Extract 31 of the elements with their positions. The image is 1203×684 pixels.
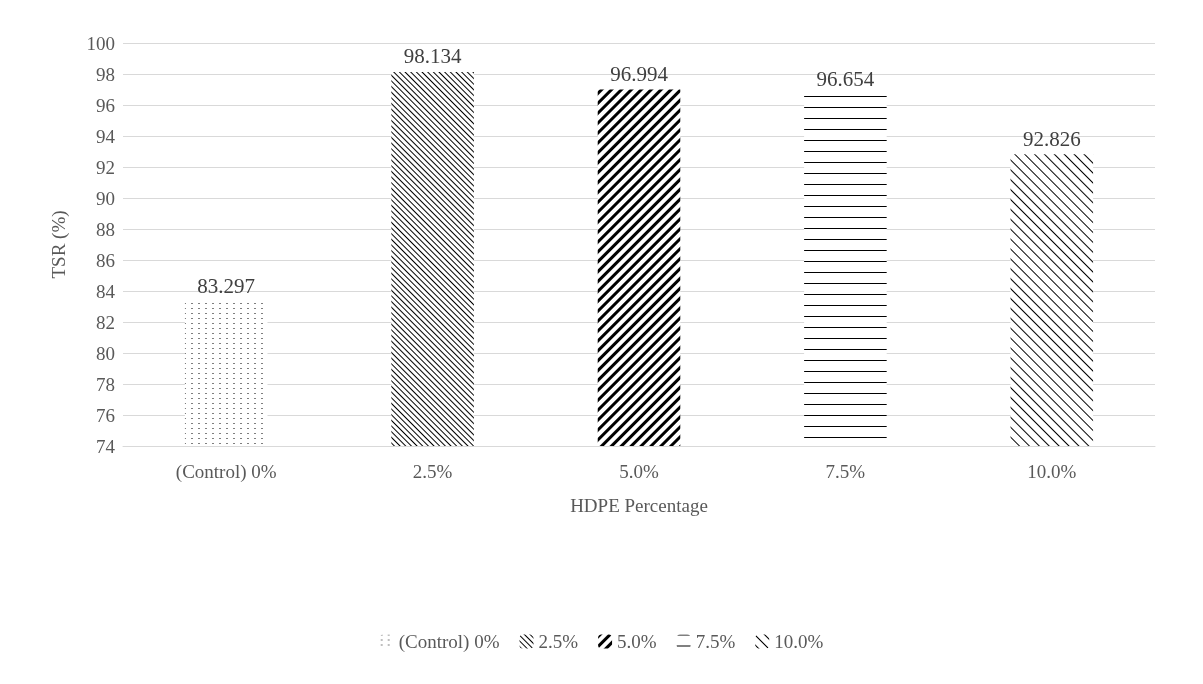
- y-tick-label: 98: [96, 63, 115, 85]
- y-tick-label: 76: [96, 404, 115, 426]
- y-tick-label: 94: [96, 125, 116, 147]
- y-tick-label: 88: [96, 218, 115, 240]
- legend-label: (Control) 0%: [398, 631, 500, 653]
- y-tick-label: 92: [96, 156, 115, 178]
- data-label: 92.826: [1022, 126, 1081, 151]
- data-label: 98.134: [403, 44, 462, 69]
- x-tick-label: 2.5%: [412, 461, 453, 482]
- x-tick-label: 5.0%: [619, 461, 659, 482]
- x-axis-title: HDPE Percentage: [570, 495, 708, 516]
- legend-label: 7.5%: [695, 631, 736, 652]
- data-label: 83.297: [197, 274, 256, 299]
- y-tick-label: 84: [96, 280, 116, 302]
- legend-label: 10.0%: [774, 631, 824, 652]
- legend-label: 2.5%: [538, 631, 579, 652]
- y-tick-label: 82: [96, 311, 115, 333]
- x-tick-label: 10.0%: [1027, 461, 1077, 482]
- legend-label: 5.0%: [617, 631, 657, 652]
- y-tick-label: 90: [96, 187, 115, 209]
- y-tick-label: 86: [96, 249, 115, 271]
- y-axis-title: TSR (%): [48, 210, 70, 279]
- y-tick-label: 100: [86, 32, 115, 54]
- data-label: 96.654: [816, 67, 875, 92]
- y-tick-label: 80: [96, 342, 115, 364]
- data-label: 96.994: [610, 62, 669, 87]
- y-tick-label: 78: [96, 373, 115, 395]
- y-tick-label: 96: [96, 94, 115, 116]
- y-tick-label: 74: [96, 435, 116, 457]
- x-tick-label: (Control) 0%: [175, 461, 277, 483]
- x-tick-label: 7.5%: [825, 461, 866, 482]
